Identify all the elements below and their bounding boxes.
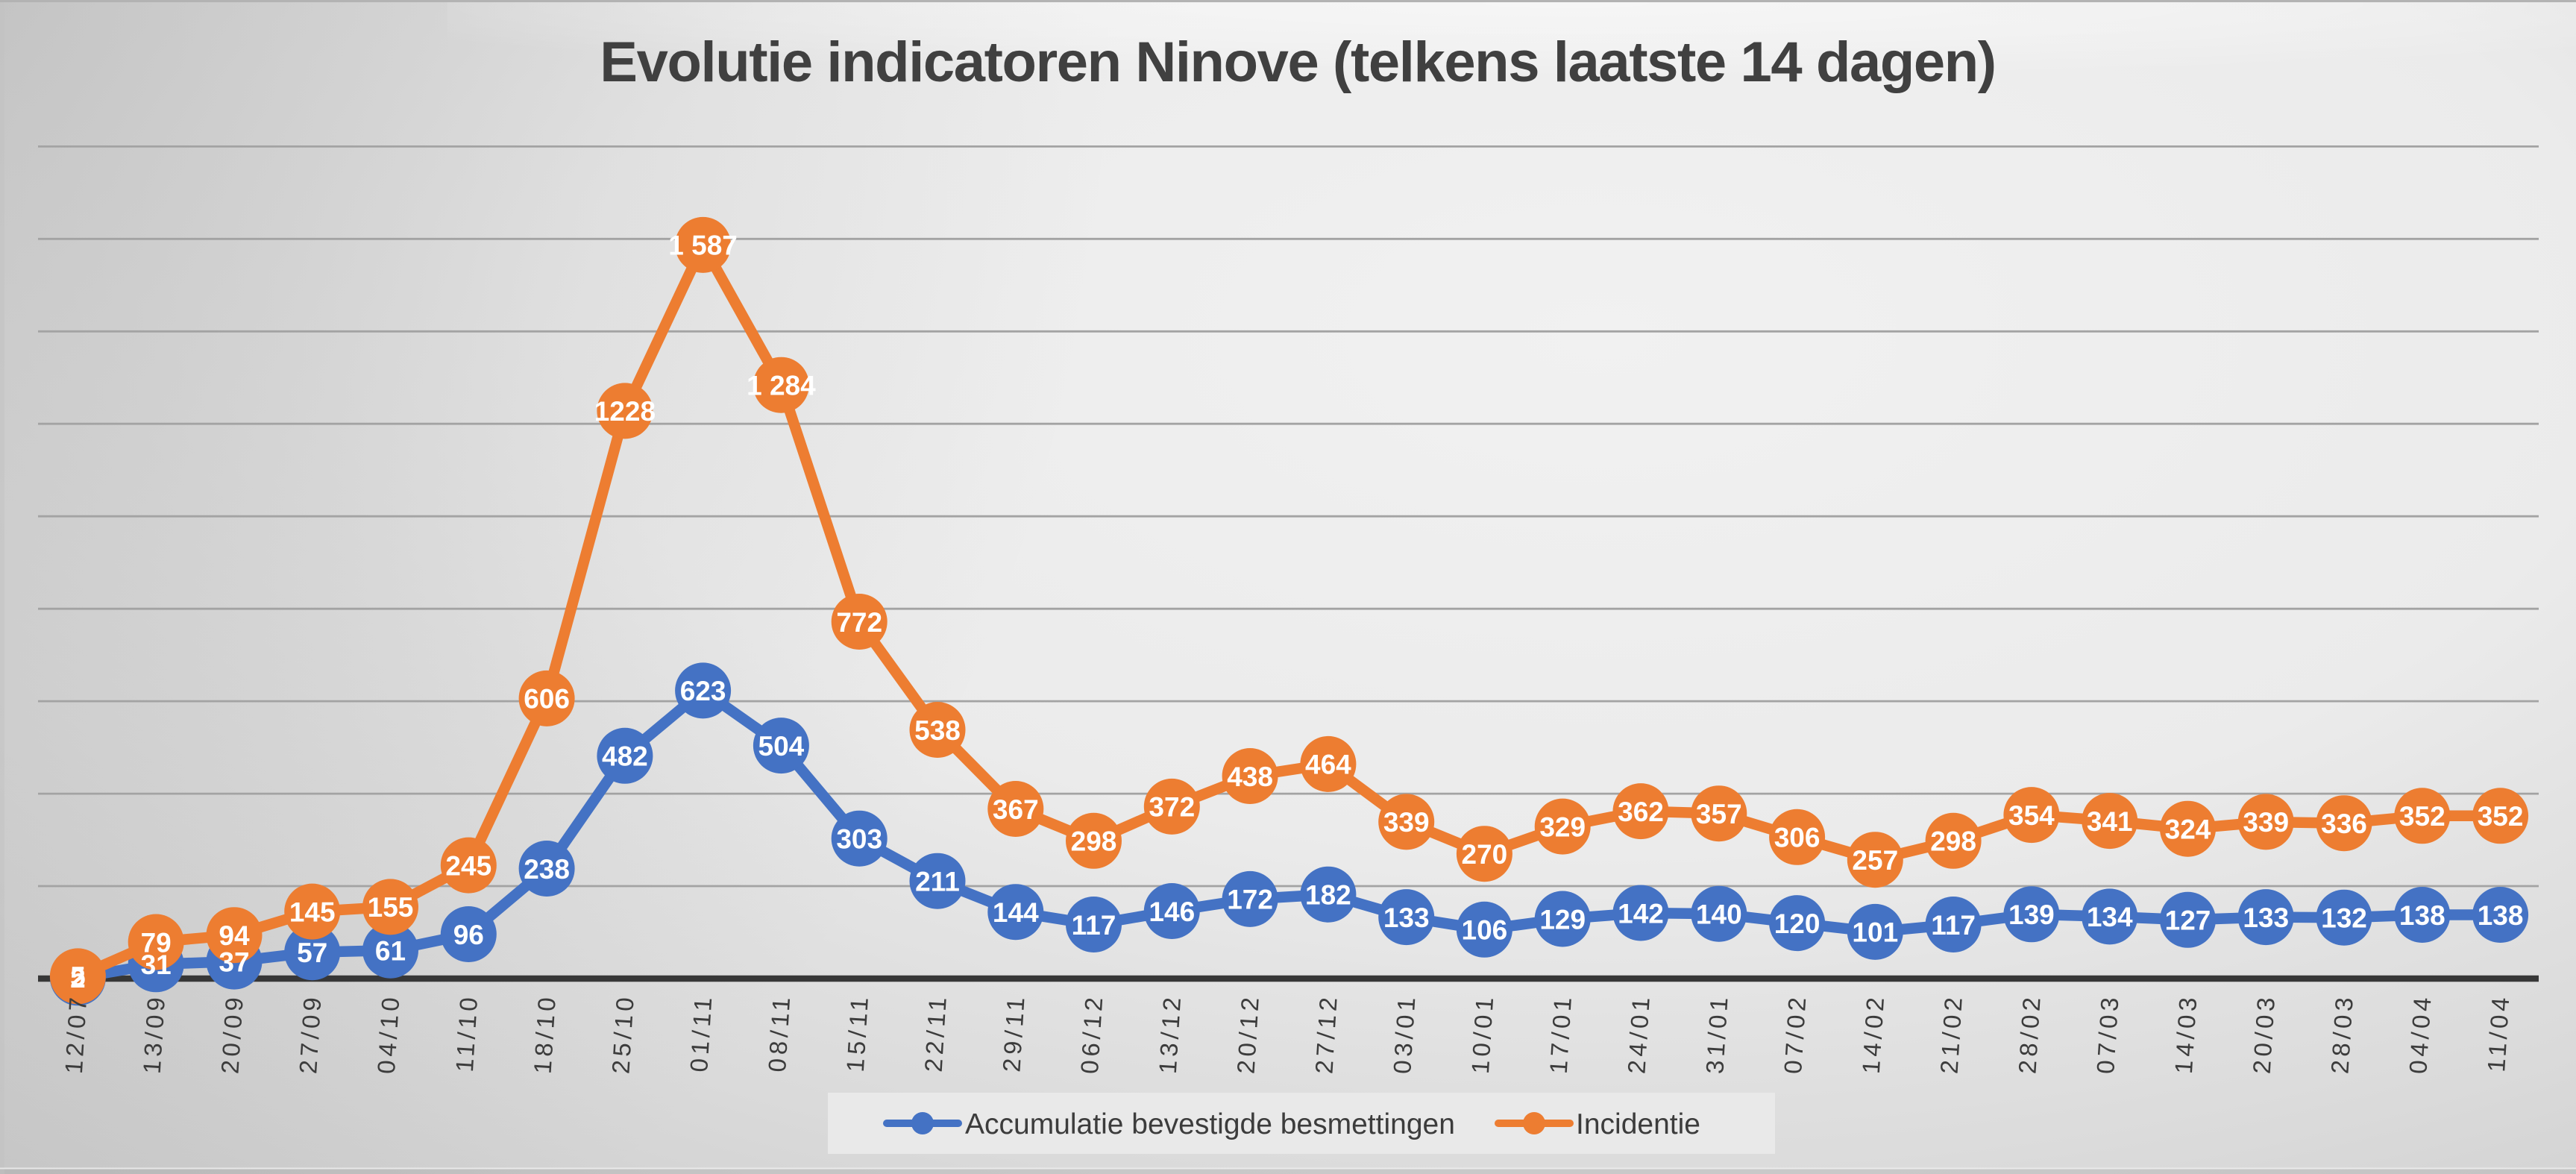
svg-text:27/12: 27/12	[1310, 993, 1342, 1075]
svg-text:339: 339	[2243, 807, 2289, 838]
svg-text:28/02: 28/02	[2013, 993, 2045, 1075]
svg-text:18/10: 18/10	[529, 993, 561, 1075]
svg-text:25/10: 25/10	[606, 993, 638, 1075]
svg-text:132: 132	[2321, 903, 2367, 934]
svg-text:29/11: 29/11	[997, 993, 1029, 1073]
svg-text:339: 339	[1383, 807, 1430, 838]
svg-text:20/03: 20/03	[2248, 993, 2280, 1075]
svg-text:106: 106	[1462, 915, 1508, 946]
svg-text:28/03: 28/03	[2325, 993, 2357, 1075]
svg-text:07/02: 07/02	[1779, 993, 1811, 1075]
svg-text:Accumulatie bevestigde besmett: Accumulatie bevestigde besmettingen	[965, 1108, 1455, 1140]
svg-text:08/11: 08/11	[763, 993, 795, 1073]
svg-text:336: 336	[2321, 809, 2367, 839]
svg-text:129: 129	[1539, 904, 1586, 935]
svg-text:31/01: 31/01	[1700, 993, 1732, 1075]
svg-text:117: 117	[1931, 910, 1976, 941]
svg-text:372: 372	[1149, 792, 1195, 823]
svg-text:298: 298	[1071, 826, 1117, 857]
svg-text:352: 352	[2399, 801, 2445, 832]
svg-text:Incidentie: Incidentie	[1576, 1108, 1700, 1140]
svg-text:142: 142	[1618, 898, 1664, 929]
svg-text:504: 504	[758, 731, 805, 762]
svg-text:06/12: 06/12	[1075, 993, 1108, 1075]
svg-text:623: 623	[680, 676, 726, 706]
svg-text:Evolutie indicatoren Ninove (t: Evolutie indicatoren Ninove (telkens laa…	[600, 31, 1995, 94]
svg-text:341: 341	[2087, 806, 2133, 837]
svg-text:14/02: 14/02	[1857, 993, 1889, 1075]
svg-text:10/01: 10/01	[1466, 993, 1498, 1075]
svg-text:270: 270	[1462, 839, 1508, 870]
svg-text:101: 101	[1852, 917, 1898, 948]
svg-text:303: 303	[836, 824, 882, 855]
svg-text:538: 538	[914, 715, 961, 746]
svg-text:211: 211	[915, 867, 960, 897]
svg-text:31: 31	[141, 949, 172, 980]
svg-text:07/03: 07/03	[2091, 993, 2123, 1075]
svg-text:482: 482	[602, 741, 648, 772]
svg-text:144: 144	[993, 897, 1039, 928]
svg-text:04/04: 04/04	[2404, 993, 2436, 1075]
svg-text:464: 464	[1305, 750, 1351, 780]
svg-text:352: 352	[2478, 801, 2524, 832]
svg-text:140: 140	[1696, 900, 1742, 930]
svg-text:182: 182	[1305, 880, 1351, 911]
svg-text:134: 134	[2087, 902, 2133, 932]
svg-text:21/02: 21/02	[1935, 993, 1967, 1075]
svg-text:772: 772	[836, 607, 882, 638]
svg-text:1228: 1228	[594, 396, 656, 427]
svg-text:354: 354	[2008, 800, 2055, 831]
svg-text:22/11: 22/11	[920, 993, 952, 1073]
svg-text:01/11: 01/11	[685, 993, 717, 1073]
svg-text:27/09: 27/09	[294, 993, 326, 1075]
svg-text:138: 138	[2478, 900, 2524, 931]
svg-text:79: 79	[141, 927, 172, 958]
svg-text:606: 606	[524, 684, 570, 715]
svg-text:362: 362	[1618, 797, 1664, 827]
svg-text:117: 117	[1072, 910, 1116, 941]
svg-text:57: 57	[297, 938, 327, 968]
svg-text:37: 37	[219, 947, 249, 977]
svg-text:03/01: 03/01	[1388, 993, 1420, 1075]
svg-text:127: 127	[2165, 905, 2211, 936]
svg-text:14/03: 14/03	[2170, 993, 2202, 1075]
svg-text:11/10: 11/10	[450, 993, 483, 1073]
svg-text:17/01: 17/01	[1545, 993, 1577, 1075]
svg-text:1 284: 1 284	[747, 371, 816, 401]
svg-text:2: 2	[70, 963, 86, 993]
svg-text:13/09: 13/09	[138, 993, 170, 1075]
svg-text:20/09: 20/09	[216, 993, 248, 1075]
svg-text:139: 139	[2008, 900, 2055, 930]
svg-text:20/12: 20/12	[1232, 993, 1264, 1075]
svg-text:298: 298	[1930, 826, 1976, 857]
svg-text:04/10: 04/10	[372, 993, 404, 1075]
svg-text:146: 146	[1149, 897, 1195, 927]
svg-text:438: 438	[1227, 762, 1273, 792]
svg-text:145: 145	[289, 897, 336, 927]
svg-text:94: 94	[219, 920, 250, 951]
svg-text:133: 133	[1383, 903, 1430, 933]
svg-text:155: 155	[368, 892, 414, 923]
svg-text:357: 357	[1696, 799, 1742, 829]
svg-text:133: 133	[2243, 903, 2289, 933]
svg-text:306: 306	[1774, 823, 1821, 853]
svg-text:5: 5	[70, 961, 86, 992]
svg-text:245: 245	[445, 850, 491, 881]
svg-text:24/01: 24/01	[1622, 993, 1654, 1075]
svg-text:238: 238	[524, 854, 570, 885]
svg-text:257: 257	[1852, 845, 1898, 876]
svg-text:120: 120	[1774, 908, 1821, 939]
svg-text:329: 329	[1539, 812, 1586, 842]
svg-text:13/12: 13/12	[1154, 993, 1186, 1075]
svg-text:1 587: 1 587	[668, 230, 738, 261]
svg-text:12/07: 12/07	[60, 993, 92, 1075]
svg-text:367: 367	[993, 794, 1039, 825]
svg-text:96: 96	[453, 920, 484, 950]
svg-text:172: 172	[1227, 885, 1273, 915]
svg-text:11/04: 11/04	[2482, 993, 2514, 1073]
svg-text:15/11: 15/11	[841, 993, 873, 1073]
svg-text:138: 138	[2399, 900, 2445, 931]
svg-text:61: 61	[375, 936, 406, 967]
svg-text:324: 324	[2165, 814, 2211, 845]
